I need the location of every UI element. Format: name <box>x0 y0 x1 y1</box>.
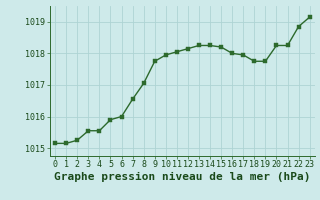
X-axis label: Graphe pression niveau de la mer (hPa): Graphe pression niveau de la mer (hPa) <box>54 172 311 182</box>
